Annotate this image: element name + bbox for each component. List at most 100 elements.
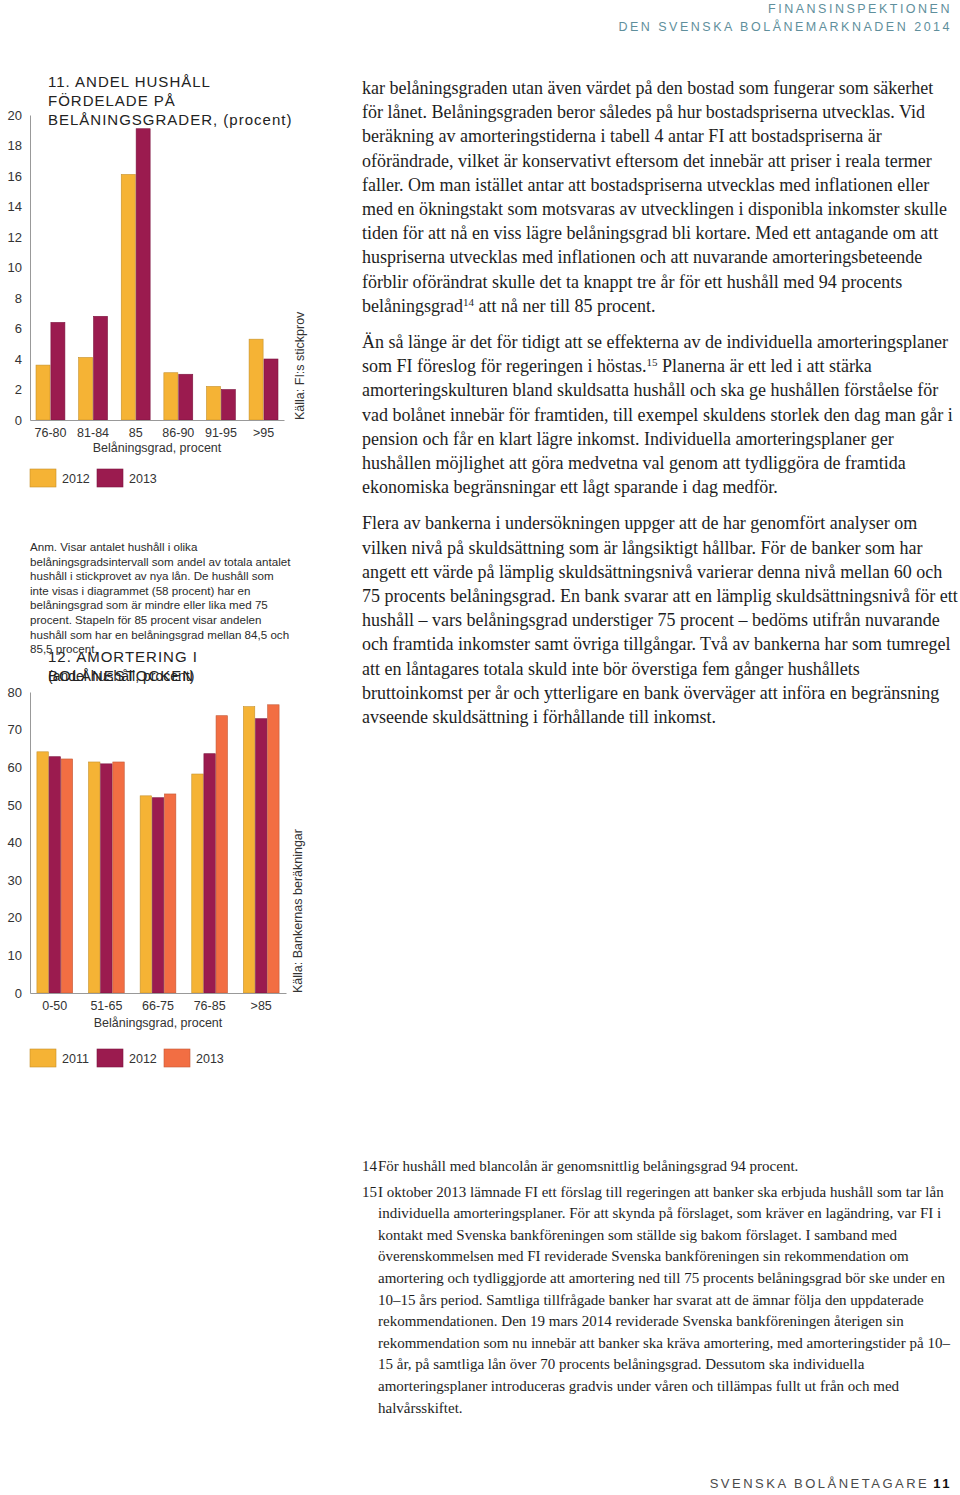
x-tick: >85 bbox=[251, 993, 272, 1013]
footer: SVENSKA BOLÅNETAGARE11 bbox=[710, 1476, 952, 1491]
bar bbox=[164, 794, 175, 993]
y-tick: 70 bbox=[8, 722, 30, 737]
x-tick: 76-80 bbox=[34, 420, 66, 440]
y-axis: 02468101214161820 bbox=[8, 108, 31, 428]
y-tick-label: 2 bbox=[15, 382, 22, 397]
text-run: Flera av bankerna i undersökningen uppge… bbox=[362, 513, 958, 727]
bar bbox=[192, 774, 203, 993]
text-run: Planerna är ett led i att stärka amorter… bbox=[362, 356, 953, 497]
bar bbox=[136, 129, 150, 420]
x-axis: 76-8081-848586-9091-95>95 bbox=[31, 420, 285, 440]
bar bbox=[94, 316, 108, 420]
y-tick-label: 70 bbox=[8, 722, 22, 737]
x-tick-label: 81-84 bbox=[77, 426, 109, 440]
y-tick-label: 0 bbox=[15, 413, 22, 428]
legend-swatch bbox=[30, 469, 56, 487]
x-tick-label: 0-50 bbox=[42, 999, 67, 1013]
y-tick-label: 8 bbox=[15, 291, 22, 306]
bar bbox=[256, 719, 267, 993]
bar bbox=[79, 357, 93, 420]
x-tick-label: 51-65 bbox=[90, 999, 122, 1013]
bar bbox=[221, 390, 235, 421]
x-tick-label: >85 bbox=[251, 999, 272, 1013]
bar bbox=[206, 386, 220, 420]
bar bbox=[243, 707, 254, 993]
footnote-text: För hushåll med blancolån är genomsnittl… bbox=[378, 1158, 798, 1174]
footnote: 14För hushåll med blancolån är genomsnit… bbox=[362, 1156, 958, 1178]
x-tick-label: 91-95 bbox=[205, 426, 237, 440]
x-tick: 91-95 bbox=[205, 420, 237, 440]
page: FINANSINSPEKTIONENDEN SVENSKA BOLÅNEMARK… bbox=[0, 0, 960, 1495]
x-tick: 81-84 bbox=[77, 420, 109, 440]
legend-label: 2012 bbox=[62, 472, 90, 486]
x-tick-label: 86-90 bbox=[162, 426, 194, 440]
y-tick-label: 18 bbox=[8, 138, 22, 153]
y-tick: 14 bbox=[8, 199, 30, 214]
y-tick: 18 bbox=[8, 138, 30, 153]
y-tick: 16 bbox=[8, 169, 30, 184]
bar bbox=[164, 373, 178, 420]
x-tick: 85 bbox=[129, 420, 143, 440]
source: Källa: Bankernas beräkningar bbox=[291, 829, 305, 993]
y-tick: 4 bbox=[15, 352, 30, 367]
y-tick-label: 16 bbox=[8, 169, 22, 184]
paragraph: kar belåningsgraden utan även värdet på … bbox=[362, 76, 958, 318]
y-tick-label: 30 bbox=[8, 873, 22, 888]
legend-swatch bbox=[97, 1049, 123, 1067]
y-tick: 12 bbox=[8, 230, 30, 245]
footnote-ref: 15 bbox=[646, 356, 657, 368]
bar bbox=[249, 339, 263, 420]
bar bbox=[37, 752, 48, 993]
bars bbox=[37, 705, 279, 993]
bar bbox=[264, 359, 278, 420]
footnote: 15I oktober 2013 lämnade FI ett förslag … bbox=[362, 1182, 958, 1420]
y-tick-label: 40 bbox=[8, 835, 22, 850]
y-tick: 20 bbox=[8, 910, 30, 925]
y-axis-line bbox=[30, 116, 31, 421]
y-tick-label: 14 bbox=[8, 199, 22, 214]
y-axis-line bbox=[30, 693, 31, 994]
text-run: kar belåningsgraden utan även värdet på … bbox=[362, 78, 947, 316]
x-axis-title: Belåningsgrad, procent bbox=[94, 1016, 223, 1030]
y-tick: 0 bbox=[15, 413, 30, 428]
footnote-number: 15 bbox=[362, 1182, 377, 1204]
bar bbox=[152, 798, 163, 993]
x-tick-label: 76-85 bbox=[194, 999, 226, 1013]
y-tick-label: 50 bbox=[8, 798, 22, 813]
bar bbox=[101, 764, 112, 993]
legend: 20122013 bbox=[30, 469, 157, 487]
x-tick-label: 76-80 bbox=[34, 426, 66, 440]
bar bbox=[89, 762, 100, 993]
bar bbox=[51, 322, 65, 420]
bar bbox=[204, 754, 215, 993]
bar bbox=[61, 759, 72, 993]
y-tick-label: 12 bbox=[8, 230, 22, 245]
bar bbox=[140, 796, 151, 993]
bar bbox=[36, 365, 50, 420]
y-tick: 20 bbox=[8, 108, 30, 123]
x-axis-line bbox=[31, 420, 285, 421]
x-tick: 66-75 bbox=[142, 993, 174, 1013]
footnote-text: I oktober 2013 lämnade FI ett förslag ti… bbox=[378, 1184, 950, 1416]
bar bbox=[216, 716, 227, 993]
legend-label: 2011 bbox=[62, 1052, 89, 1066]
y-tick: 60 bbox=[8, 760, 30, 775]
body-text: kar belåningsgraden utan även värdet på … bbox=[362, 76, 958, 741]
chart-subtitle: (andel hushåll, procent) bbox=[48, 668, 194, 684]
x-axis: 0-50 51-65 66-75 76-85 >85 bbox=[31, 993, 287, 1013]
footnote-number: 14 bbox=[362, 1156, 377, 1178]
legend-swatch bbox=[30, 1049, 56, 1067]
y-tick-label: 80 bbox=[8, 685, 22, 700]
y-tick-label: 60 bbox=[8, 760, 22, 775]
paragraph: Flera av bankerna i undersökningen uppge… bbox=[362, 511, 958, 729]
legend-label: 2013 bbox=[196, 1052, 224, 1066]
page-number: 11 bbox=[933, 1476, 952, 1491]
header-org: FINANSINSPEKTIONEN bbox=[768, 2, 952, 16]
bar bbox=[49, 757, 60, 993]
y-tick-label: 4 bbox=[15, 352, 22, 367]
x-axis-title: Belåningsgrad, procent bbox=[93, 441, 222, 455]
y-tick: 6 bbox=[15, 321, 30, 336]
y-tick-label: 0 bbox=[15, 986, 22, 1001]
chart: 12. AMORTERING IBOLÅNESTOCKEN(andel hush… bbox=[8, 648, 305, 1067]
legend-swatch bbox=[97, 469, 123, 487]
